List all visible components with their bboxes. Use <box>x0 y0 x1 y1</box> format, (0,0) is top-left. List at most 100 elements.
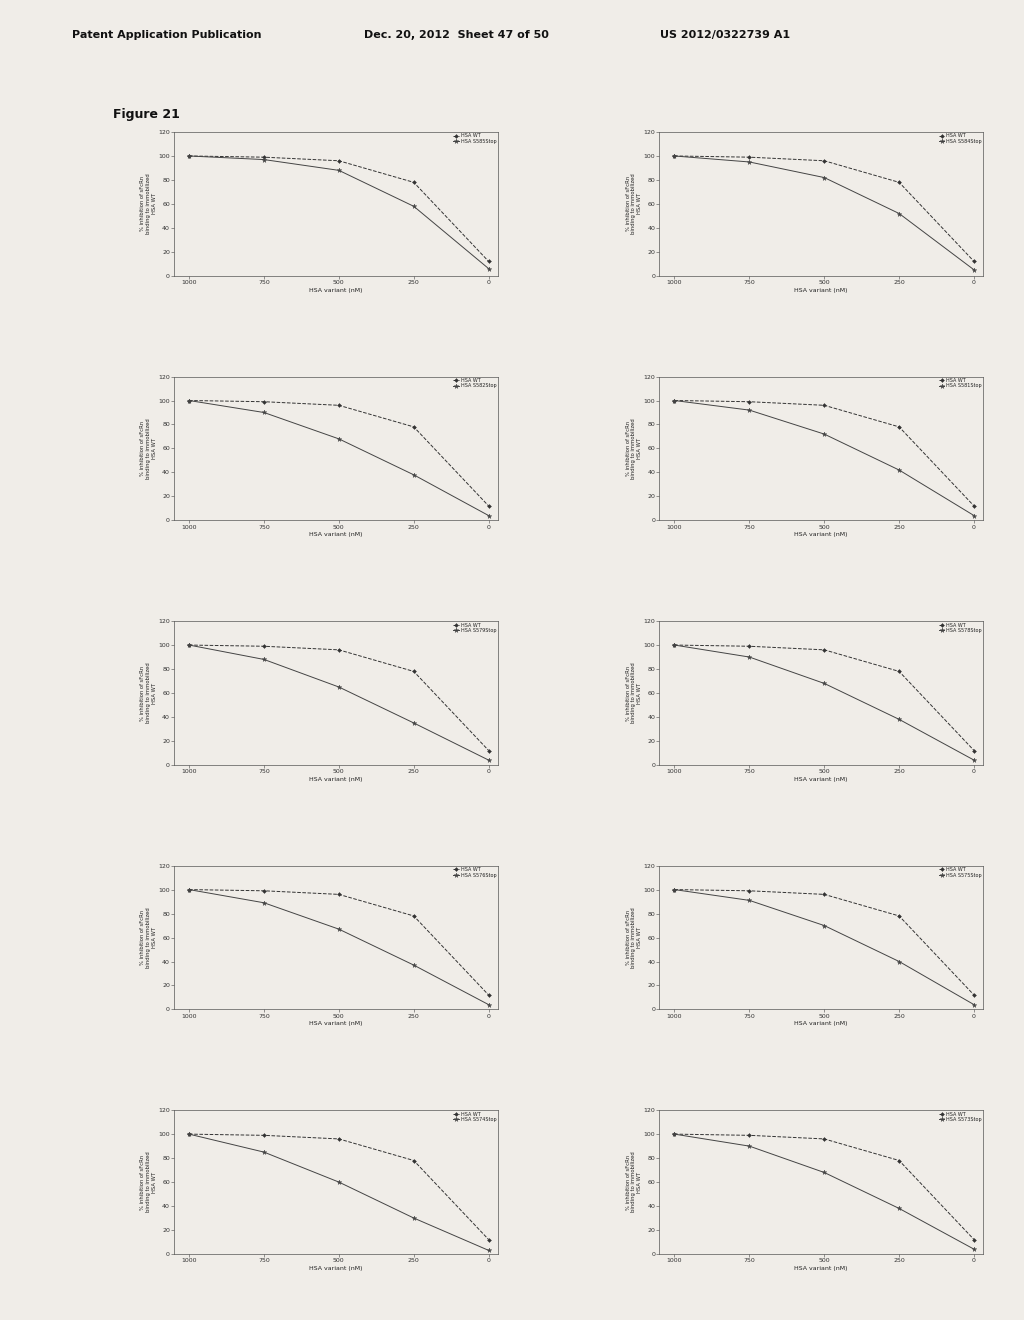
Line: HSA S584Stop: HSA S584Stop <box>672 153 977 272</box>
HSA S573Stop <box>968 1241 980 1257</box>
HSA WT <box>818 397 830 413</box>
HSA S578Stop <box>893 711 905 727</box>
Line: HSA WT: HSA WT <box>673 399 976 507</box>
HSA S582Stop <box>183 392 196 408</box>
HSA S574Stop <box>183 1126 196 1142</box>
Y-axis label: % inhibition of sFcRn
binding to immobilized
HSA WT: % inhibition of sFcRn binding to immobil… <box>626 907 642 968</box>
Line: HSA WT: HSA WT <box>673 1133 976 1241</box>
HSA S578Stop <box>968 752 980 768</box>
HSA WT <box>743 1127 756 1143</box>
HSA WT <box>669 882 681 898</box>
Line: HSA S576Stop: HSA S576Stop <box>186 887 492 1007</box>
HSA WT <box>743 149 756 165</box>
Line: HSA WT: HSA WT <box>187 644 490 752</box>
X-axis label: HSA variant (nM): HSA variant (nM) <box>309 288 362 293</box>
Text: Figure 21: Figure 21 <box>113 108 179 121</box>
HSA S573Stop <box>743 1138 756 1154</box>
HSA WT <box>482 1232 495 1247</box>
HSA S581Stop <box>968 508 980 524</box>
HSA S575Stop <box>968 997 980 1012</box>
HSA S582Stop <box>408 467 420 483</box>
Legend: HSA WT, HSA S575Stop: HSA WT, HSA S575Stop <box>938 867 982 878</box>
HSA S584Stop <box>818 170 830 186</box>
HSA S585Stop <box>183 148 196 164</box>
HSA WT <box>333 887 345 903</box>
Line: HSA WT: HSA WT <box>673 644 976 752</box>
HSA WT <box>258 149 270 165</box>
HSA S574Stop <box>333 1175 345 1191</box>
HSA S581Stop <box>669 392 681 408</box>
HSA S581Stop <box>743 403 756 418</box>
Legend: HSA WT, HSA S581Stop: HSA WT, HSA S581Stop <box>938 378 982 389</box>
Legend: HSA WT, HSA S574Stop: HSA WT, HSA S574Stop <box>453 1111 497 1122</box>
HSA WT <box>743 639 756 655</box>
Line: HSA WT: HSA WT <box>187 1133 490 1241</box>
HSA S576Stop <box>482 997 495 1012</box>
HSA WT <box>818 1131 830 1147</box>
Y-axis label: % inhibition of sFcRn
binding to immobilized
HSA WT: % inhibition of sFcRn binding to immobil… <box>140 1152 157 1213</box>
Legend: HSA WT, HSA S582Stop: HSA WT, HSA S582Stop <box>453 378 497 389</box>
HSA WT <box>818 642 830 657</box>
HSA WT <box>183 392 196 408</box>
HSA WT <box>818 887 830 903</box>
HSA S574Stop <box>408 1210 420 1226</box>
HSA S576Stop <box>183 882 196 898</box>
HSA WT <box>669 148 681 164</box>
HSA S574Stop <box>258 1144 270 1160</box>
Text: Patent Application Publication: Patent Application Publication <box>72 30 261 41</box>
HSA WT <box>482 498 495 513</box>
HSA WT <box>743 883 756 899</box>
HSA WT <box>408 418 420 434</box>
Text: Dec. 20, 2012  Sheet 47 of 50: Dec. 20, 2012 Sheet 47 of 50 <box>364 30 549 41</box>
HSA S581Stop <box>818 426 830 442</box>
HSA S582Stop <box>333 430 345 446</box>
HSA S576Stop <box>333 921 345 937</box>
Line: HSA WT: HSA WT <box>187 399 490 507</box>
HSA S573Stop <box>893 1200 905 1216</box>
HSA WT <box>408 908 420 924</box>
Y-axis label: % inhibition of sFcRn
binding to immobilized
HSA WT: % inhibition of sFcRn binding to immobil… <box>626 1152 642 1213</box>
HSA WT <box>893 418 905 434</box>
HSA S578Stop <box>818 676 830 692</box>
Y-axis label: % inhibition of sFcRn
binding to immobilized
HSA WT: % inhibition of sFcRn binding to immobil… <box>626 173 642 234</box>
Y-axis label: % inhibition of sFcRn
binding to immobilized
HSA WT: % inhibition of sFcRn binding to immobil… <box>140 663 157 723</box>
HSA S584Stop <box>893 206 905 222</box>
HSA WT <box>743 393 756 409</box>
HSA S579Stop <box>408 715 420 731</box>
HSA WT <box>333 1131 345 1147</box>
HSA WT <box>968 743 980 759</box>
HSA S585Stop <box>482 261 495 277</box>
Line: HSA WT: HSA WT <box>673 154 976 263</box>
HSA S575Stop <box>893 953 905 969</box>
HSA WT <box>258 639 270 655</box>
HSA WT <box>333 397 345 413</box>
HSA WT <box>968 1232 980 1247</box>
Y-axis label: % inhibition of sFcRn
binding to immobilized
HSA WT: % inhibition of sFcRn binding to immobil… <box>140 907 157 968</box>
X-axis label: HSA variant (nM): HSA variant (nM) <box>309 532 362 537</box>
HSA WT <box>893 174 905 190</box>
Line: HSA S573Stop: HSA S573Stop <box>672 1131 977 1251</box>
Y-axis label: % inhibition of sFcRn
binding to immobilized
HSA WT: % inhibition of sFcRn binding to immobil… <box>626 418 642 479</box>
HSA S573Stop <box>669 1126 681 1142</box>
Line: HSA S581Stop: HSA S581Stop <box>672 399 977 517</box>
HSA S579Stop <box>333 678 345 694</box>
Text: US 2012/0322739 A1: US 2012/0322739 A1 <box>660 30 791 41</box>
Line: HSA WT: HSA WT <box>187 888 490 997</box>
X-axis label: HSA variant (nM): HSA variant (nM) <box>309 1022 362 1027</box>
HSA WT <box>482 743 495 759</box>
HSA S578Stop <box>743 649 756 665</box>
Y-axis label: % inhibition of sFcRn
binding to immobilized
HSA WT: % inhibition of sFcRn binding to immobil… <box>140 418 157 479</box>
Line: HSA S579Stop: HSA S579Stop <box>186 643 492 763</box>
HSA WT <box>482 987 495 1003</box>
HSA WT <box>333 642 345 657</box>
Y-axis label: % inhibition of sFcRn
binding to immobilized
HSA WT: % inhibition of sFcRn binding to immobil… <box>626 663 642 723</box>
HSA WT <box>408 174 420 190</box>
HSA WT <box>258 1127 270 1143</box>
HSA WT <box>408 1152 420 1168</box>
HSA S584Stop <box>743 154 756 170</box>
HSA S579Stop <box>258 652 270 668</box>
HSA S582Stop <box>482 508 495 524</box>
Line: HSA S574Stop: HSA S574Stop <box>186 1131 492 1253</box>
Line: HSA S578Stop: HSA S578Stop <box>672 643 977 763</box>
HSA WT <box>669 392 681 408</box>
